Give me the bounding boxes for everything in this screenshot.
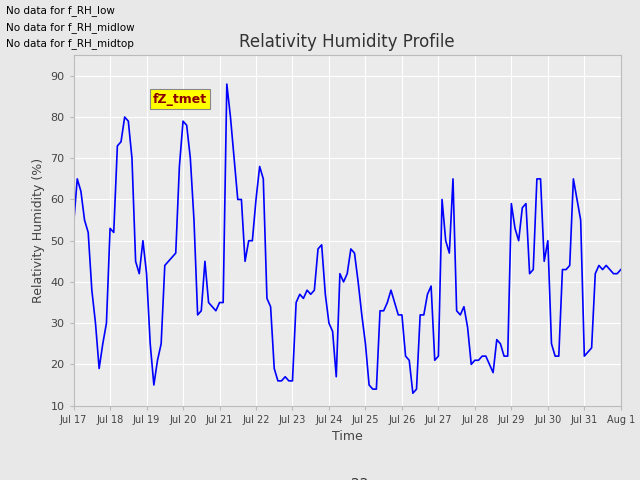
Title: Relativity Humidity Profile: Relativity Humidity Profile — [239, 33, 455, 51]
Legend: 22m: 22m — [307, 472, 388, 480]
Text: fZ_tmet: fZ_tmet — [153, 93, 207, 106]
Text: No data for f_RH_midtop: No data for f_RH_midtop — [6, 38, 134, 49]
X-axis label: Time: Time — [332, 430, 363, 443]
Text: No data for f_RH_midlow: No data for f_RH_midlow — [6, 22, 135, 33]
Text: No data for f_RH_low: No data for f_RH_low — [6, 5, 115, 16]
Y-axis label: Relativity Humidity (%): Relativity Humidity (%) — [32, 158, 45, 303]
